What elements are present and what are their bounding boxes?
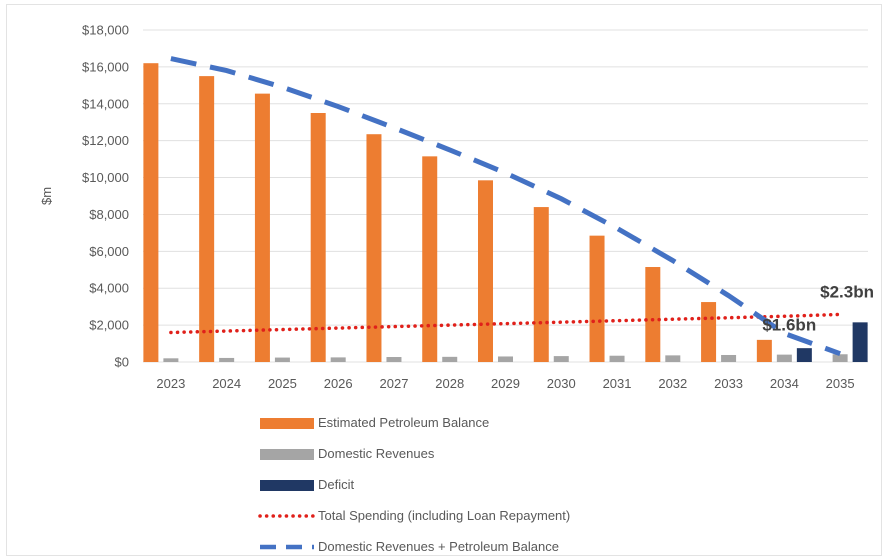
legend-label: Deficit [318,477,355,492]
y-tick-label: $8,000 [89,207,129,222]
legend-label: Total Spending (including Loan Repayment… [318,508,571,523]
domestic-revenues-bar [721,354,737,362]
x-tick-label: 2031 [603,376,632,391]
x-tick-label: 2033 [714,376,743,391]
x-tick-label: 2035 [826,376,855,391]
petroleum-balance-bar [199,76,215,362]
petroleum-balance-bar [533,207,549,362]
petroleum-balance-bar [645,267,661,362]
domestic-revenues-bar [442,356,458,362]
deficit-bar [852,322,868,362]
y-tick-label: $12,000 [82,133,129,148]
petroleum-balance-bar [254,93,270,362]
y-tick-label: $4,000 [89,281,129,296]
petroleum-balance-bar [143,63,159,362]
legend-label: Estimated Petroleum Balance [318,415,490,430]
x-tick-label: 2027 [380,376,409,391]
y-tick-label: $18,000 [82,23,129,38]
domestic-revenues-bar [609,355,625,362]
total-spending-line [169,312,842,335]
petroleum-balance-bar [756,339,772,362]
legend-swatch [260,544,314,550]
x-tick-label: 2025 [268,376,297,391]
chart-frame [6,4,882,556]
domestic-revenues-bar [330,357,346,362]
domestic-revenues-bar [163,358,179,362]
domestic-revenues-bar [498,356,513,362]
x-tick-label: 2030 [547,376,576,391]
x-tick-label: 2023 [156,376,185,391]
y-tick-label: $14,000 [82,96,129,111]
y-tick-label: $0 [115,355,129,370]
legend-swatch [260,480,314,491]
legend-swatch [260,449,314,460]
revenues-plus-balance-line [170,56,841,357]
annotation-label: $1.6bn [762,315,816,334]
legend-label: Domestic Revenues + Petroleum Balance [318,539,559,554]
domestic-revenues-bar [274,357,290,362]
y-tick-label: $2,000 [89,318,129,333]
x-tick-label: 2028 [435,376,464,391]
deficit-bar [796,348,812,362]
x-tick-label: 2032 [658,376,687,391]
domestic-revenues-bar [832,354,848,362]
x-tick-label: 2029 [491,376,520,391]
petroleum-balance-bar [589,235,605,362]
domestic-revenues-bar [665,355,681,362]
petroleum-balance-bar [422,156,438,362]
annotation-label: $2.3bn [820,283,874,302]
x-tick-label: 2024 [212,376,241,391]
legend-swatch [258,514,316,518]
x-tick-label: 2026 [324,376,353,391]
legend-label: Domestic Revenues [318,446,435,461]
domestic-revenues-bar [219,357,235,362]
domestic-revenues-bar [553,356,569,362]
petroleum-balance-bar [366,134,382,362]
domestic-revenues-bar [776,354,792,362]
y-tick-label: $6,000 [89,244,129,259]
domestic-revenues-bar [386,357,402,362]
y-tick-label: $16,000 [82,59,129,74]
y-tick-label: $10,000 [82,170,129,185]
legend-swatch [260,418,314,429]
y-axis-title: $m [39,187,54,205]
petroleum-balance-bar [701,302,717,362]
x-tick-label: 2034 [770,376,799,391]
petroleum-balance-bar [310,113,326,362]
petroleum-balance-bar [478,180,493,362]
